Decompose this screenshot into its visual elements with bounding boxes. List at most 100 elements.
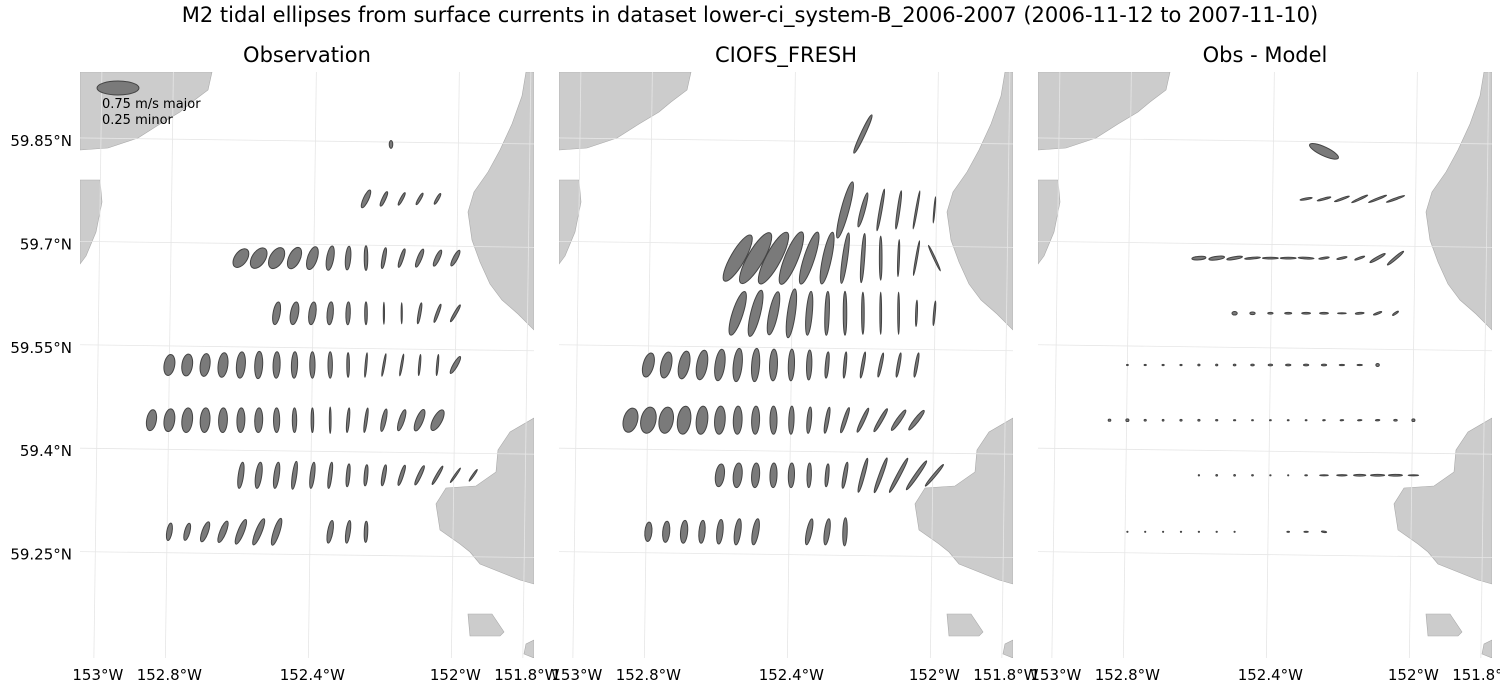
lon-tick-label: 152.4°W [759,666,824,684]
tidal-ellipse [769,462,778,489]
tidal-ellipse [1284,311,1293,315]
tidal-ellipse [640,406,657,434]
tidal-ellipse [888,457,909,493]
tidal-ellipse [1372,311,1383,316]
tidal-ellipse [1226,255,1243,261]
tidal-ellipse [1179,530,1183,533]
tidal-ellipse [449,356,462,374]
tidal-ellipse [199,521,211,543]
tidal-ellipse [785,288,798,339]
lon-tick-label: 152.4°W [280,666,345,684]
tidal-ellipse [163,354,176,376]
lat-tick-label: 59.4°N [20,442,72,460]
tidal-ellipse [873,408,888,433]
tidal-ellipse [677,350,691,380]
tidal-ellipse [1267,363,1274,367]
panel-2: Obs - Model 153°W 152.8°W 152.4°W 152°W 151.8… [1030,43,1500,684]
legend-minor-label: 0.25 minor [102,113,174,128]
tidal-ellipse [417,353,422,377]
tidal-ellipse [181,353,194,377]
lat-gridline [1038,240,1492,248]
tidal-ellipse [1233,419,1237,422]
tidal-ellipse [380,408,388,432]
tidal-ellipse [1261,256,1279,260]
tidal-ellipse [1316,196,1332,202]
tidal-ellipse [1304,419,1308,422]
tidal-ellipse [432,249,443,267]
tidal-ellipse [1319,311,1329,315]
tidal-ellipse [363,464,369,487]
tidal-ellipse [291,407,298,434]
tidal-ellipse [380,247,387,270]
land-polygon [1393,417,1492,585]
land-polygon [1425,72,1492,331]
tidal-ellipse [1320,363,1328,367]
tidal-ellipse [234,519,248,545]
tidal-ellipse [927,244,941,272]
lon-tick-label: 152°W [909,666,960,684]
land-polygon [467,72,534,331]
tidal-ellipse [1179,418,1183,422]
tidal-ellipse [363,520,369,543]
tidal-ellipse [413,409,426,432]
tidal-ellipse [388,139,394,149]
tidal-ellipse [1144,530,1147,533]
lat-gridline [559,137,1013,145]
land-polygon [1038,72,1171,151]
lat-gridline [1038,447,1492,455]
tidal-ellipse [435,353,440,377]
map-area [559,72,1013,658]
tidal-ellipse [1337,312,1347,315]
lon-tick-label: 153°W [551,666,602,684]
tidal-ellipse [1215,474,1219,477]
tidal-ellipse [1286,530,1291,533]
tidal-ellipse [1143,418,1147,422]
tidal-ellipse [1301,311,1311,315]
tidal-ellipse [1231,311,1238,316]
lon-gridline [572,72,582,658]
tidal-ellipse [268,247,286,270]
tidal-ellipse [1392,310,1399,316]
tidal-ellipse [757,231,790,285]
lon-tick-label: 152°W [430,666,481,684]
land-polygon [914,417,1013,585]
tidal-ellipse [1215,530,1218,533]
tidal-ellipse [346,352,350,378]
tidal-ellipse [1279,256,1297,260]
tidal-ellipse [236,407,246,434]
lon-gridline [1480,72,1490,658]
tidal-ellipse [766,291,781,336]
tidal-ellipse [326,520,334,544]
tidal-ellipse [732,405,743,435]
tidal-ellipse [1368,194,1388,204]
tidal-ellipse [1191,255,1207,261]
tidal-ellipse [659,351,673,379]
tidal-ellipse [751,518,760,546]
tidal-ellipse [622,407,639,433]
tidal-ellipse [397,464,406,486]
tidal-ellipse [199,407,211,433]
tidal-ellipse [1302,363,1310,367]
tidal-ellipse [1299,197,1313,201]
tidal-ellipse [237,461,245,489]
tidal-ellipse [232,248,250,268]
tidal-ellipse [842,351,848,379]
tidal-ellipse [1197,474,1201,477]
tidal-ellipse [728,290,747,336]
tidal-ellipse [806,406,813,434]
tidal-ellipse [145,409,158,432]
tidal-ellipse [1215,419,1219,422]
tidal-ellipse [716,519,724,545]
panels: Observation 153°W 152.8°W 152.4°W 152°W 151.8… [10,43,1500,684]
tidal-ellipse [641,352,655,378]
tidal-ellipse [932,196,937,224]
tidal-ellipse [751,462,761,489]
tidal-ellipse [842,517,848,547]
tidal-ellipse [449,467,461,484]
tidal-ellipse [932,300,937,327]
map-area [1038,72,1492,658]
figure-title: M2 tidal ellipses from surface currents … [182,3,1318,28]
lat-gridline [80,240,534,248]
tidal-ellipse [804,518,814,546]
tidal-ellipse [380,464,387,487]
